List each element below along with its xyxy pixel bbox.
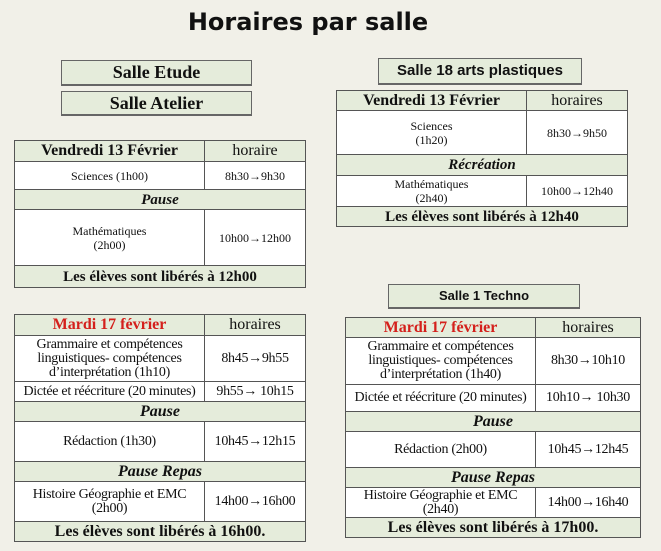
time-cell: 10h00→12h00 xyxy=(204,209,306,266)
day-header: Mardi 17 février xyxy=(345,317,536,338)
room-label-arts: Salle 18 arts plastiques xyxy=(378,58,582,85)
table-row-row: Grammaire et compétences linguistiques- … xyxy=(345,337,641,385)
time-cell: 8h45→9h55 xyxy=(204,335,306,382)
page-title: Horaires par salle xyxy=(187,8,429,36)
table-row-row: Rédaction (2h00) 10h45→12h45 xyxy=(345,431,641,468)
time-cell: 14h00→16h40 xyxy=(535,487,641,518)
break-label: Récréation xyxy=(336,154,628,176)
table-row-row: Histoire Géographie et EMC (2h40) 14h00→1… xyxy=(345,487,641,518)
schedule-table-arts-friday: Vendredi 13 Février horaires Sciences (1h2… xyxy=(336,90,628,227)
release-note: Les élèves sont libérés à 17h00. xyxy=(345,517,641,538)
table-row-row: Mathématiques (2h40) 10h00→12h40 xyxy=(336,175,628,207)
time-cell: 10h45→12h15 xyxy=(204,421,306,462)
room-label-etude: Salle Etude xyxy=(61,60,252,86)
subject-cell: Grammaire et compétences linguistiques- … xyxy=(14,335,205,382)
room-label-techno: Salle 1 Techno xyxy=(388,284,580,309)
release-note: Les élèves sont libérés à 12h40 xyxy=(336,206,628,227)
day-header: Mardi 17 février xyxy=(14,314,205,336)
table-row-band: Pause xyxy=(345,411,641,432)
break-label: Pause xyxy=(345,411,641,432)
time-cell: 8h30→10h10 xyxy=(535,337,641,385)
schedule-table-techno-tuesday: Mardi 17 février horaires Grammaire et com… xyxy=(345,317,641,538)
table-row-band: Pause Repas xyxy=(345,467,641,488)
time-cell: 9h55→ 10h15 xyxy=(204,381,306,402)
time-header: horaire xyxy=(204,140,306,162)
day-header: Vendredi 13 Février xyxy=(14,140,205,162)
table-row-row: Sciences (1h00) 8h30→9h30 xyxy=(14,161,306,190)
table-row-footer: Les élèves sont libérés à 16h00. xyxy=(14,521,306,542)
schedule-table-etude-atelier-tuesday: Mardi 17 février horaires Grammaire et com… xyxy=(14,314,306,542)
subject-cell: Mathématiques (2h40) xyxy=(336,175,527,207)
subject-cell: Sciences (1h20) xyxy=(336,110,527,155)
table-row-band: Pause Repas xyxy=(14,461,306,482)
table-row-row: Rédaction (1h30) 10h45→12h15 xyxy=(14,421,306,462)
time-cell: 8h30→9h30 xyxy=(204,161,306,190)
table-row-band: Pause xyxy=(14,189,306,210)
table-row-row: Sciences (1h20) 8h30→9h50 xyxy=(336,110,628,155)
subject-cell: Rédaction (1h30) xyxy=(14,421,205,462)
table-row-header: Vendredi 13 Février horaires xyxy=(336,90,628,111)
table-row-row: Mathématiques (2h00) 10h00→12h00 xyxy=(14,209,306,266)
schedule-table-etude-atelier-friday: Vendredi 13 Février horaire Sciences (1h00… xyxy=(14,140,306,288)
table-row-header: Vendredi 13 Février horaire xyxy=(14,140,306,162)
subject-cell: Rédaction (2h00) xyxy=(345,431,536,468)
time-header: horaires xyxy=(535,317,641,338)
table-row-footer: Les élèves sont libérés à 12h00 xyxy=(14,265,306,288)
time-cell: 10h45→12h45 xyxy=(535,431,641,468)
break-label: Pause xyxy=(14,189,306,210)
table-row-header: Mardi 17 février horaires xyxy=(345,317,641,338)
table-row-band: Récréation xyxy=(336,154,628,176)
break-label: Pause xyxy=(14,401,306,422)
subject-cell: Histoire Géographie et EMC (2h40) xyxy=(345,487,536,518)
subject-cell: Sciences (1h00) xyxy=(14,161,205,190)
table-row-footer: Les élèves sont libérés à 12h40 xyxy=(336,206,628,227)
table-row-row: Histoire Géographie et EMC (2h00) 14h00→1… xyxy=(14,481,306,522)
table-row-header: Mardi 17 février horaires xyxy=(14,314,306,336)
release-note: Les élèves sont libérés à 12h00 xyxy=(14,265,306,288)
subject-cell: Dictée et réécriture (20 minutes) xyxy=(345,384,536,412)
time-cell: 10h10→ 10h30 xyxy=(535,384,641,412)
time-header: horaires xyxy=(526,90,628,111)
table-row-footer: Les élèves sont libérés à 17h00. xyxy=(345,517,641,538)
table-row-row: Grammaire et compétences linguistiques- … xyxy=(14,335,306,382)
time-cell: 14h00→16h00 xyxy=(204,481,306,522)
day-header: Vendredi 13 Février xyxy=(336,90,527,111)
break-label: Pause Repas xyxy=(14,461,306,482)
table-row-row: Dictée et réécriture (20 minutes) 9h55→ 1… xyxy=(14,381,306,402)
time-cell: 8h30→9h50 xyxy=(526,110,628,155)
subject-cell: Dictée et réécriture (20 minutes) xyxy=(14,381,205,402)
room-label-atelier: Salle Atelier xyxy=(61,91,252,116)
subject-cell: Mathématiques (2h00) xyxy=(14,209,205,266)
table-row-band: Pause xyxy=(14,401,306,422)
break-label: Pause Repas xyxy=(345,467,641,488)
subject-cell: Grammaire et compétences linguistiques- … xyxy=(345,337,536,385)
subject-cell: Histoire Géographie et EMC (2h00) xyxy=(14,481,205,522)
time-header: horaires xyxy=(204,314,306,336)
table-row-row: Dictée et réécriture (20 minutes) 10h10→ … xyxy=(345,384,641,412)
time-cell: 10h00→12h40 xyxy=(526,175,628,207)
release-note: Les élèves sont libérés à 16h00. xyxy=(14,521,306,542)
